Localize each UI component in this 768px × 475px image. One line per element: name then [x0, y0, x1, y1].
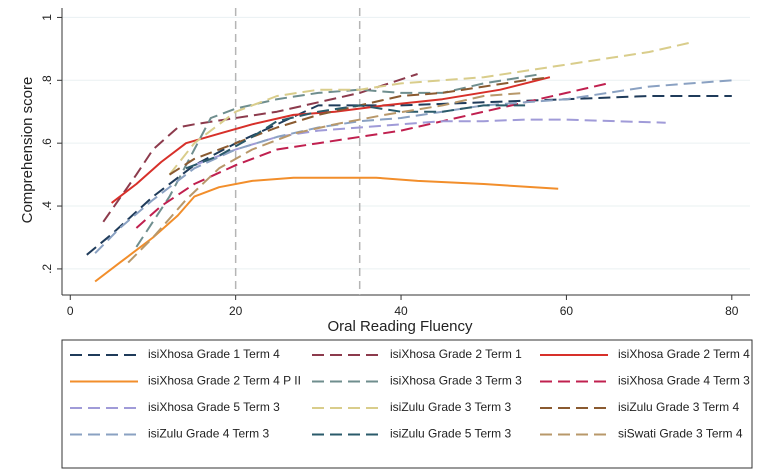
legend-label: isiXhosa Grade 2 Term 1 — [390, 347, 522, 361]
legend-label: isiXhosa Grade 4 Term 3 — [618, 374, 750, 388]
y-tick-label: .6 — [40, 138, 54, 148]
legend-label: isiZulu Grade 3 Term 4 — [618, 400, 739, 414]
series-line — [168, 41, 691, 176]
legend-label: isiZulu Grade 4 Term 3 — [148, 427, 269, 441]
y-tick-label: 1 — [40, 14, 54, 21]
series-line — [193, 118, 666, 167]
series-line — [102, 73, 418, 223]
series-line — [94, 176, 559, 283]
legend-label: isiXhosa Grade 3 Term 3 — [390, 374, 522, 388]
legend-label: isiXhosa Grade 2 Term 4 — [618, 347, 750, 361]
series-line — [135, 73, 542, 248]
x-axis-title: Oral Reading Fluency — [327, 318, 473, 335]
series-line — [110, 76, 551, 204]
y-tick-label: .4 — [40, 201, 54, 211]
x-tick-label: 0 — [67, 304, 74, 318]
series-line — [94, 79, 732, 254]
legend-label: isiZulu Grade 5 Term 3 — [390, 427, 511, 441]
x-tick-label: 20 — [229, 304, 243, 318]
y-tick-label: .2 — [40, 264, 54, 274]
y-tick-label: .8 — [40, 75, 54, 85]
y-axis-title: Comprehension score — [19, 77, 36, 224]
legend-label: isiZulu Grade 3 Term 3 — [390, 400, 511, 414]
legend-label: isiXhosa Grade 2 Term 4 P II — [148, 374, 301, 388]
legend-label: isiXhosa Grade 5 Term 3 — [148, 400, 280, 414]
legend-box — [61, 339, 753, 469]
series-line — [127, 91, 526, 264]
legend-label: isiXhosa Grade 1 Term 4 — [148, 347, 280, 361]
legend-label: siSwati Grade 3 Term 4 — [618, 427, 743, 441]
series-line — [185, 104, 526, 170]
x-tick-label: 60 — [560, 304, 574, 318]
x-tick-label: 80 — [725, 304, 739, 318]
x-tick-label: 40 — [394, 304, 408, 318]
